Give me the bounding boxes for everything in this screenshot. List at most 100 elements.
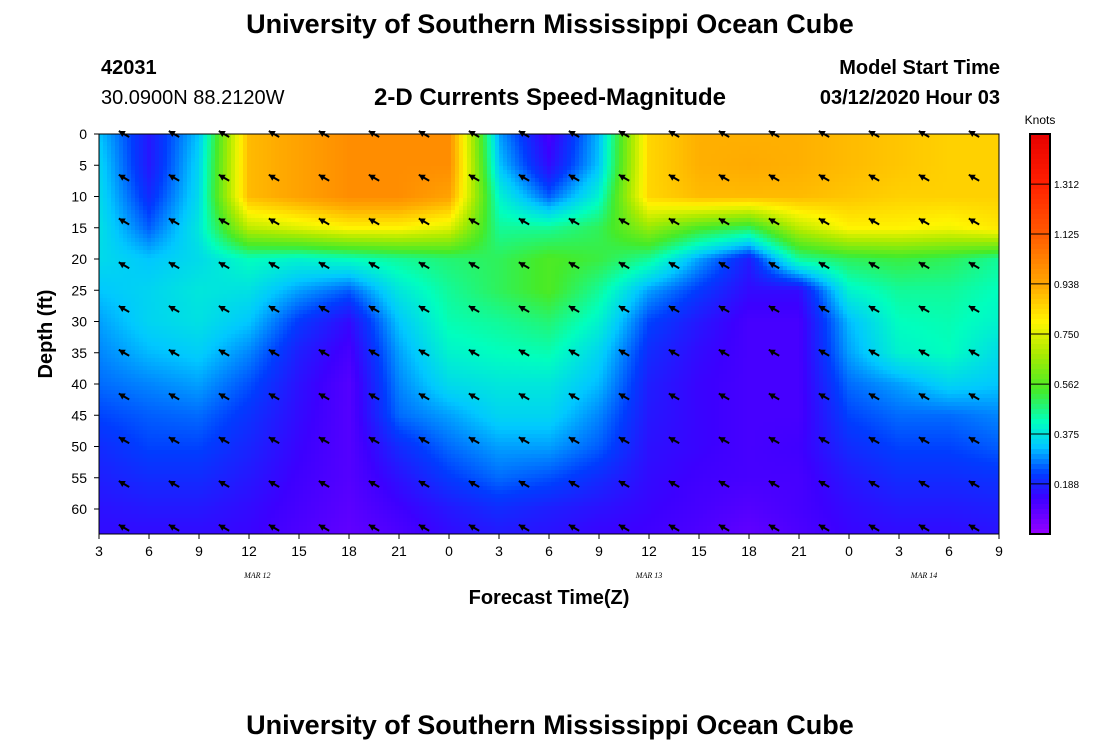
- current-arrow: [368, 305, 380, 313]
- chart-title: University of Southern Mississippi Ocean…: [0, 9, 1100, 40]
- current-arrow: [818, 348, 830, 357]
- current-arrow: [168, 392, 180, 401]
- current-arrow: [268, 173, 280, 182]
- x-tick-label: 9: [595, 543, 603, 559]
- current-arrow: [968, 173, 980, 182]
- current-arrow: [818, 217, 830, 226]
- current-arrow: [468, 436, 480, 445]
- current-arrow: [868, 348, 880, 357]
- x-tick-label: 0: [445, 543, 453, 559]
- current-arrow: [418, 523, 430, 532]
- current-arrow: [868, 436, 880, 445]
- x-tick-label: 21: [791, 543, 807, 559]
- current-arrow: [468, 523, 480, 532]
- current-arrow: [718, 261, 730, 270]
- current-arrow: [368, 392, 380, 401]
- current-arrow: [918, 261, 930, 270]
- current-arrow: [368, 480, 380, 488]
- y-tick-label: 25: [71, 282, 87, 298]
- current-arrow: [268, 523, 280, 532]
- current-arrow: [268, 261, 280, 270]
- current-arrow: [968, 392, 980, 401]
- current-arrow: [418, 173, 430, 182]
- current-arrow: [118, 523, 130, 532]
- current-arrow: [118, 480, 130, 488]
- current-arrow: [568, 305, 580, 313]
- current-arrow: [518, 173, 530, 182]
- current-arrow: [518, 392, 530, 401]
- current-arrow: [668, 392, 680, 401]
- current-arrow: [568, 392, 580, 401]
- chart-subtitle: 2-D Currents Speed-Magnitude: [0, 84, 1100, 112]
- current-arrow: [118, 436, 130, 445]
- x-tick-label: 6: [145, 543, 153, 559]
- current-arrow: [568, 480, 580, 488]
- current-arrow: [468, 348, 480, 357]
- current-arrow: [818, 261, 830, 270]
- x-tick-label: 21: [391, 543, 407, 559]
- current-arrow: [218, 217, 230, 226]
- current-arrow: [768, 348, 780, 357]
- current-arrow: [668, 480, 680, 488]
- current-arrow: [668, 523, 680, 532]
- x-tick-label: 9: [995, 543, 1003, 559]
- y-axis: 0 5 10 15 20 25 30 35 40 45 50 55 60 Depth (ft): [35, 126, 99, 517]
- current-arrow: [368, 436, 380, 445]
- current-arrow: [468, 480, 480, 488]
- current-arrow: [218, 348, 230, 357]
- current-arrow: [818, 436, 830, 445]
- current-arrow: [668, 436, 680, 445]
- x-tick-label: 6: [945, 543, 953, 559]
- current-arrow: [918, 217, 930, 226]
- current-arrow: [718, 217, 730, 226]
- current-arrow: [368, 261, 380, 270]
- x-axis-label: Forecast Time(Z): [469, 587, 630, 609]
- current-arrow: [968, 436, 980, 445]
- current-arrow: [968, 261, 980, 270]
- y-tick-label: 40: [71, 376, 87, 392]
- model-start-time: 03/12/2020 Hour 03: [820, 87, 1000, 110]
- current-arrow: [168, 480, 180, 488]
- y-tick-label: 35: [71, 345, 87, 361]
- current-arrow: [518, 480, 530, 488]
- current-arrow: [418, 261, 430, 270]
- current-arrow: [868, 217, 880, 226]
- current-arrow: [268, 436, 280, 445]
- x-tick-label: 3: [895, 543, 903, 559]
- current-arrow: [368, 523, 380, 532]
- current-arrow: [968, 305, 980, 313]
- current-arrow: [718, 173, 730, 182]
- current-arrow: [168, 305, 180, 313]
- colorbar-tick-label: 0.750: [1054, 330, 1079, 341]
- current-arrow: [668, 173, 680, 182]
- current-arrow: [618, 480, 630, 488]
- x-tick-label: 6: [545, 543, 553, 559]
- current-arrow: [918, 173, 930, 182]
- current-arrow: [668, 305, 680, 313]
- current-arrow: [768, 173, 780, 182]
- y-tick-label: 55: [71, 470, 87, 486]
- date-label: MAR 13: [635, 571, 662, 580]
- x-tick-label: 3: [495, 543, 503, 559]
- current-arrow: [718, 348, 730, 357]
- current-arrow: [668, 261, 680, 270]
- current-arrow: [318, 523, 330, 532]
- current-arrow: [468, 392, 480, 401]
- y-tick-label: 10: [71, 189, 87, 205]
- current-arrow: [518, 523, 530, 532]
- current-arrow: [218, 436, 230, 445]
- current-arrow: [168, 217, 180, 226]
- current-arrow: [768, 261, 780, 270]
- current-arrow: [468, 305, 480, 313]
- current-arrow: [118, 305, 130, 313]
- current-arrow: [568, 348, 580, 357]
- current-arrow: [868, 305, 880, 313]
- current-arrow: [568, 261, 580, 270]
- current-arrow: [118, 261, 130, 270]
- current-arrow: [318, 392, 330, 401]
- current-arrow: [618, 348, 630, 357]
- current-arrow: [718, 523, 730, 532]
- current-arrow: [768, 305, 780, 313]
- current-arrow: [468, 261, 480, 270]
